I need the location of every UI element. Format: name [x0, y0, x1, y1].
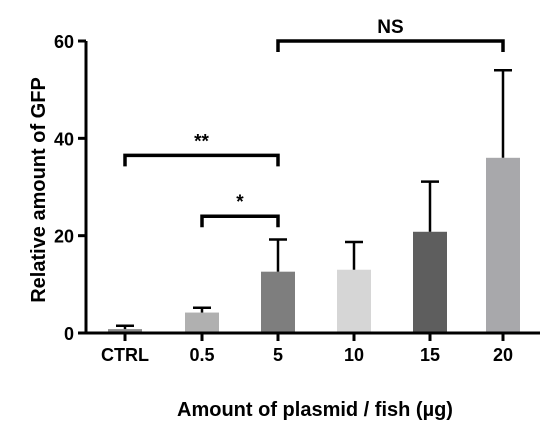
significance-label-1: ** — [194, 131, 209, 152]
x-tick-label-0: CTRL — [101, 345, 149, 365]
bar-3 — [337, 269, 371, 333]
y-tick-label-2: 40 — [54, 129, 74, 149]
x-tick-label-3: 10 — [344, 345, 364, 365]
x-tick-label-4: 15 — [420, 345, 440, 365]
significance-bracket-1 — [123, 153, 280, 167]
bar-5 — [486, 157, 520, 333]
significance-bracket-2 — [276, 39, 505, 52]
significance-bracket-0 — [200, 214, 280, 228]
significance-label-0: * — [236, 192, 244, 213]
x-tick-label-1: 0.5 — [189, 345, 214, 365]
significance-label-2: NS — [377, 17, 403, 38]
bar-2 — [261, 271, 295, 333]
y-tick-label-0: 0 — [64, 324, 74, 344]
x-axis-title: Amount of plasmid / fish (µg) — [177, 399, 453, 421]
y-tick-label-1: 20 — [54, 227, 74, 247]
x-tick-label-2: 5 — [273, 345, 283, 365]
y-axis-title: Relative amount of GFP — [28, 77, 50, 303]
y-tick-label-3: 60 — [54, 32, 74, 52]
x-tick-label-5: 20 — [493, 345, 513, 365]
bar-4 — [413, 231, 447, 333]
bar-1 — [185, 312, 219, 333]
bar-0 — [108, 329, 142, 333]
